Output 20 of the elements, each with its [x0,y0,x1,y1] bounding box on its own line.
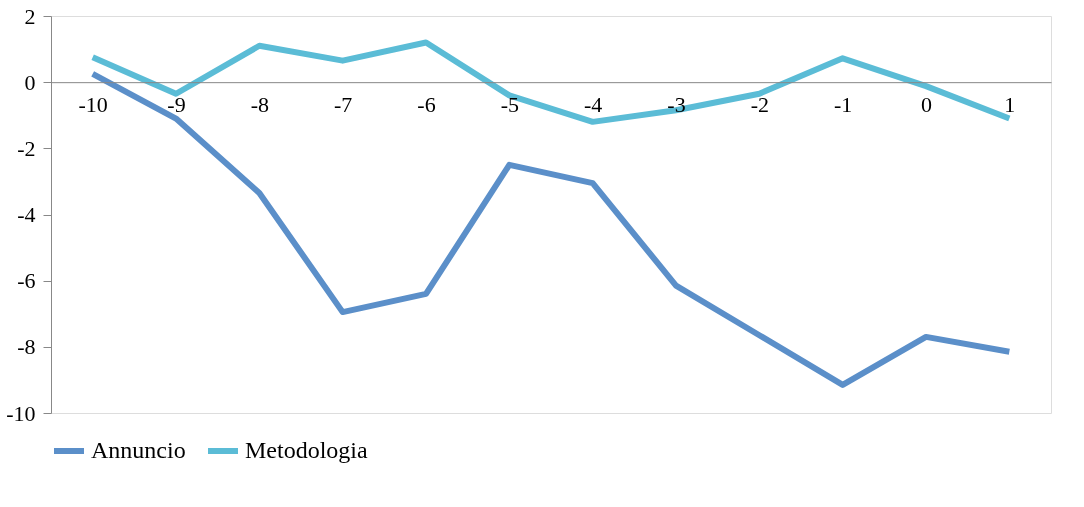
y-tick-label: -6 [17,268,36,294]
x-tick-label: -10 [78,91,108,117]
x-tick-label: -2 [750,91,769,117]
y-tick-label: -10 [6,400,36,426]
y-tick-label: 2 [24,3,36,29]
y-tick-label: -2 [17,135,36,161]
y-tick-label: -4 [17,202,36,227]
x-tick-label: -5 [500,91,519,117]
legend-label: Annuncio [91,437,186,463]
x-tick-label: -4 [584,91,603,117]
legend-label: Metodologia [245,437,368,463]
x-tick-label: -6 [417,91,436,117]
x-tick-label: -7 [334,91,353,117]
x-tick-label: -1 [834,91,853,117]
x-tick-label: -9 [167,91,186,117]
x-tick-label: 0 [921,91,932,117]
y-tick-label: -8 [17,334,36,360]
y-tick-label: 0 [24,69,36,95]
x-tick-label: -8 [250,91,269,117]
x-tick-label: 1 [1004,91,1016,117]
